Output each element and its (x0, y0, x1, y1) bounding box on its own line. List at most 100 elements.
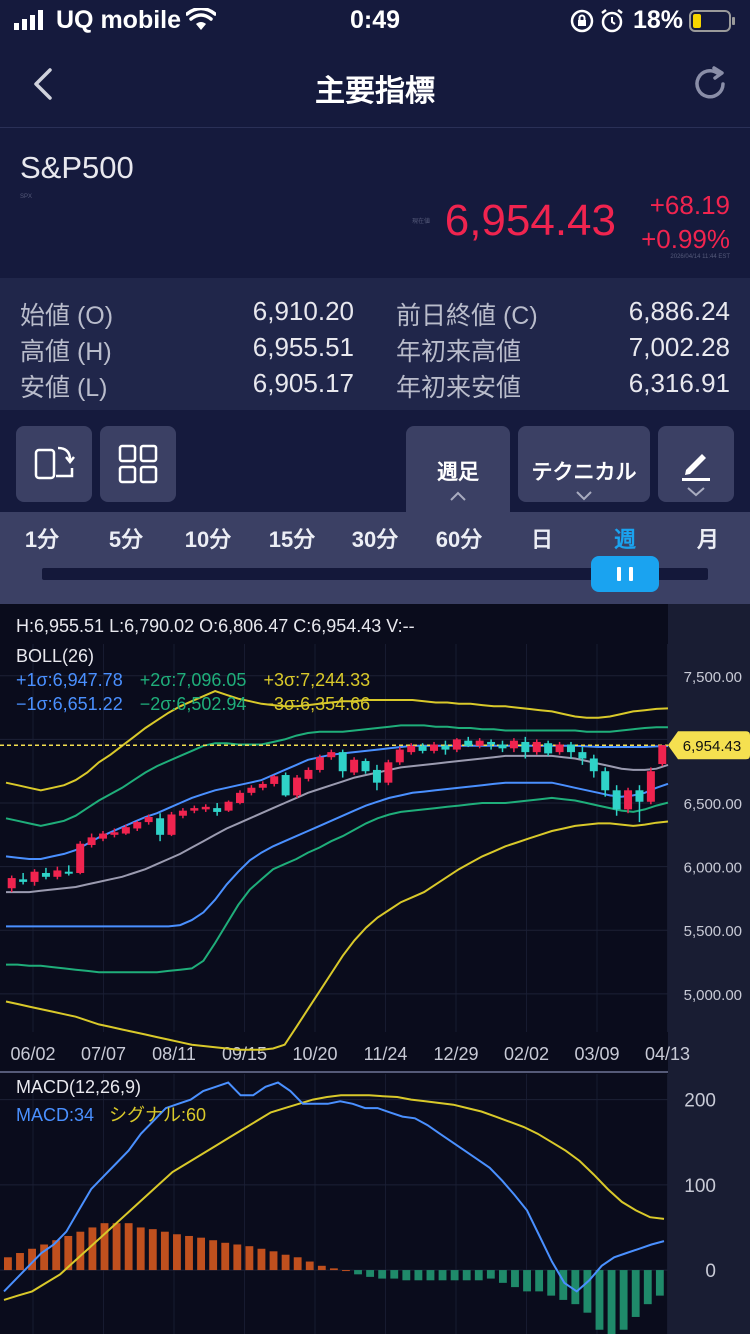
stat-label-prev-close: 前日終値 (C) (396, 302, 538, 330)
candle-body (555, 744, 564, 753)
date-tick-label: 12/29 (433, 1044, 478, 1064)
rotate-screen-button[interactable] (16, 426, 92, 502)
macd-value: MACD:34 (16, 1105, 95, 1125)
date-tick-label: 02/02 (504, 1044, 549, 1064)
macd-histogram-bar (245, 1246, 254, 1271)
carrier-name: UQ mobile (56, 6, 182, 34)
quote-header: S&P500 SPX 現在値 6,954.43 +68.19 +0.99% 20… (0, 128, 750, 276)
boll-band-p2 (5, 724, 669, 827)
macd-histogram-bar (185, 1235, 193, 1271)
candle-body (384, 762, 393, 783)
macd-histogram-bar (535, 1270, 544, 1292)
status-bar: UQ mobile 0:49 18% (0, 0, 750, 40)
quote-timestamp: 2026/04/14 11:44 EST (670, 254, 730, 260)
candle-body (213, 808, 222, 812)
candle-body (258, 783, 267, 788)
candle-body (361, 761, 370, 772)
period-week[interactable]: 週 (613, 527, 636, 552)
candle-body (156, 818, 165, 835)
stat-value-ytd-low: 6,316.91 (628, 368, 730, 398)
stat-label-high: 高値 (H) (20, 338, 112, 366)
period-30min[interactable]: 30分 (351, 527, 399, 552)
candle-body (99, 833, 108, 839)
current-price-tag-label: 6,954.43 (683, 738, 741, 755)
boll-plus3: +3σ:7,244.33 (263, 670, 371, 690)
candle-body (190, 808, 199, 811)
chart-area[interactable]: 06/02 07/07 08/11 09/15 10/20 11/24 12/29 02/02… (0, 604, 750, 1334)
candle-body (281, 775, 290, 796)
candle-body (475, 740, 484, 746)
macd-histogram-bar (28, 1248, 36, 1271)
candle-body (53, 870, 62, 877)
ohlc-readout: H:6,955.51 L:6,790.02 O:6,806.47 C:6,954… (16, 616, 415, 636)
date-tick-label: 08/11 (152, 1044, 196, 1064)
candle-body (407, 745, 416, 753)
period-10min[interactable]: 10分 (184, 527, 232, 552)
week-chart-button[interactable]: 週足 (406, 426, 510, 512)
macd-histogram-bar (607, 1270, 616, 1334)
boll-band-m1 (6, 781, 669, 928)
macd-histogram-bar (317, 1265, 326, 1271)
macd-histogram-bar (643, 1270, 652, 1305)
candle-body (635, 790, 644, 802)
clock: 0:49 (349, 6, 401, 34)
macd-line (3, 1081, 665, 1293)
price-tick-label: 5,000.00 (684, 987, 742, 1004)
macd-histogram-bar (52, 1240, 61, 1271)
candle-body (487, 741, 496, 745)
boll-band-mid (6, 754, 669, 894)
date-tick-label: 11/24 (364, 1044, 408, 1064)
orientation-lock-icon (570, 9, 594, 33)
chevron-left-icon[interactable] (26, 64, 66, 104)
candle-body (178, 810, 187, 816)
macd-histogram-bar (559, 1270, 568, 1300)
period-15min[interactable]: 15分 (268, 527, 316, 552)
macd-histogram-bar (547, 1270, 556, 1296)
candle-body (430, 744, 439, 751)
macd-histogram-bar (438, 1270, 447, 1281)
price-tick-label: 5,500.00 (684, 923, 742, 940)
layout-grid-button[interactable] (100, 426, 176, 502)
boll-plus2: +2σ:7,096.05 (139, 670, 247, 690)
period-1min[interactable]: 1分 (24, 527, 60, 552)
instrument-name: S&P500 (20, 150, 134, 185)
candle-body (589, 758, 598, 772)
macd-histogram-bar (655, 1270, 664, 1296)
price-axis-bg (668, 604, 750, 1334)
candle-body (532, 741, 541, 753)
current-price-tag (668, 731, 750, 760)
candle-body (509, 740, 518, 749)
period-day[interactable]: 日 (530, 527, 553, 552)
refresh-icon[interactable] (690, 64, 730, 104)
period-slider-thumb[interactable] (591, 556, 659, 592)
candle-body (624, 790, 633, 810)
stats-panel: 始値 (O) 6,910.20 前日終値 (C) 6,886.24 高値 (H)… (0, 278, 750, 410)
candle-body (544, 743, 553, 754)
price-chart[interactable]: 06/02 07/07 08/11 09/15 10/20 11/24 12/29 02/02… (0, 604, 750, 1334)
macd-tick-label: 0 (705, 1261, 716, 1282)
candle-body (464, 740, 473, 746)
candle-body (247, 787, 256, 793)
boll-minus3: −3σ:6,354.66 (263, 694, 371, 714)
period-slider-track[interactable] (42, 568, 708, 580)
macd-histogram-bar (269, 1251, 278, 1271)
macd-histogram-bar (631, 1270, 640, 1317)
draw-button[interactable] (658, 426, 734, 502)
boll-band-p3 (5, 690, 669, 792)
macd-histogram-bar (402, 1270, 411, 1281)
wifi-icon (186, 8, 216, 30)
stat-label-open: 始値 (O) (20, 302, 114, 330)
macd-histogram-bar (221, 1242, 230, 1271)
price-tick-label: 6,000.00 (684, 860, 742, 877)
macd-histogram-bar (88, 1227, 97, 1271)
macd-histogram-bar (281, 1254, 290, 1271)
macd-histogram-bar (378, 1270, 387, 1279)
macd-histogram-bar (124, 1223, 133, 1271)
period-5min[interactable]: 5分 (108, 527, 144, 552)
date-tick-label: 10/20 (292, 1044, 337, 1064)
macd-tick-label: 100 (684, 1176, 716, 1197)
period-month[interactable]: 月 (696, 527, 719, 552)
boll-plus1: +1σ:6,947.78 (16, 670, 123, 690)
period-60min[interactable]: 60分 (435, 527, 483, 552)
technical-button[interactable]: テクニカル (518, 426, 650, 502)
